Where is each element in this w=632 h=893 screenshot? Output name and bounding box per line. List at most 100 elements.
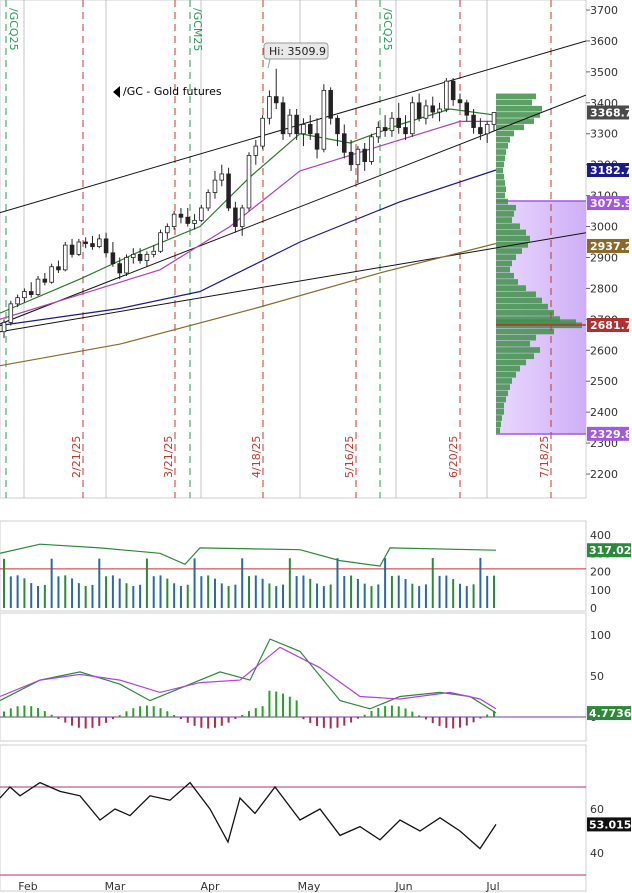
event-date-label-4: 6/20/25 bbox=[447, 436, 460, 478]
candle-body-64 bbox=[437, 108, 442, 113]
candle-47 bbox=[321, 84, 327, 153]
candle-body-25 bbox=[171, 213, 177, 227]
candle-body-8 bbox=[56, 266, 61, 271]
rsi-tick-label-60: 60 bbox=[590, 803, 604, 816]
volume-profile-bar-21 bbox=[496, 223, 520, 230]
volume-profile-bar-26 bbox=[496, 254, 516, 261]
candle-body-59 bbox=[403, 127, 408, 135]
candle-67 bbox=[457, 93, 463, 109]
candle-33 bbox=[226, 167, 231, 212]
rsi-last-tag-label: 53.0154 bbox=[589, 818, 632, 831]
volume-profile-bar-1 bbox=[496, 99, 532, 106]
candle-10 bbox=[69, 238, 75, 258]
candle-body-4 bbox=[28, 291, 34, 295]
price-tick-label-2600: 2600 bbox=[590, 344, 618, 357]
candle-body-23 bbox=[158, 232, 163, 252]
price-tick-label-3000: 3000 bbox=[590, 221, 618, 234]
candle-13 bbox=[90, 235, 95, 250]
price-tag-label-1: 3182.7 bbox=[590, 164, 632, 177]
candle-55 bbox=[376, 121, 381, 144]
candle-25 bbox=[171, 211, 177, 230]
candle-26 bbox=[178, 207, 184, 224]
candle-body-65 bbox=[444, 80, 449, 110]
volume-profile-bar-39 bbox=[496, 328, 554, 335]
price-tag-4: 2681.7 bbox=[587, 317, 632, 332]
volume-profile-bar-44 bbox=[496, 359, 526, 366]
volume-profile-bar-3 bbox=[496, 112, 540, 118]
candle-44 bbox=[301, 118, 306, 147]
long-support-line bbox=[0, 232, 586, 333]
volume-profile-bar-0 bbox=[496, 93, 536, 100]
rsi-tick-label-40: 40 bbox=[590, 847, 604, 860]
volume-profile-bar-17 bbox=[496, 198, 508, 205]
high-annotation: Hi: 3509.9 bbox=[263, 42, 329, 69]
volume-profile-bar-36 bbox=[496, 316, 560, 322]
volume-profile-bar-40 bbox=[496, 334, 536, 341]
price-tick-label-2800: 2800 bbox=[590, 282, 618, 295]
candle-63 bbox=[430, 96, 436, 119]
contract-roll-label-2: /GCQ25 bbox=[381, 8, 394, 51]
candle-body-71 bbox=[484, 124, 490, 135]
volume-profile-bar-20 bbox=[496, 217, 512, 223]
candle-body-69 bbox=[471, 114, 476, 128]
candle-18 bbox=[124, 254, 129, 277]
candle-body-35 bbox=[239, 207, 245, 227]
candle-body-6 bbox=[42, 278, 48, 283]
rsi-line bbox=[0, 781, 497, 850]
volume-profile-bar-12 bbox=[496, 167, 503, 174]
candle-53 bbox=[362, 143, 367, 171]
volume-profile-bar-4 bbox=[496, 118, 534, 124]
volume-profile-bar-28 bbox=[496, 266, 510, 273]
volume-profile-bar-51 bbox=[496, 402, 504, 409]
price-tick-label-3500: 3500 bbox=[590, 66, 618, 79]
candle-body-32 bbox=[219, 173, 225, 181]
candle-body-13 bbox=[90, 243, 95, 248]
volume-profile-bar-48 bbox=[496, 384, 510, 390]
candle-body-39 bbox=[267, 96, 272, 119]
volume-profile-bar-37 bbox=[496, 319, 576, 326]
candle-body-67 bbox=[457, 99, 463, 104]
month-label-may: May bbox=[298, 880, 321, 893]
candle-7 bbox=[49, 263, 54, 284]
oscillator-slow-line bbox=[0, 646, 497, 710]
volume-profile-bar-50 bbox=[496, 396, 506, 403]
candle-72 bbox=[491, 112, 497, 131]
candle-66 bbox=[450, 78, 456, 106]
oscillator-tick-label-50: 50 bbox=[590, 670, 604, 683]
candle-40 bbox=[273, 68, 279, 109]
price-tick-label-2500: 2500 bbox=[590, 375, 618, 388]
price-tag-label-0: 3368.7 bbox=[590, 106, 632, 119]
price-tick-label-2900: 2900 bbox=[590, 251, 618, 264]
candle-64 bbox=[437, 102, 442, 122]
volume-profile-bar-30 bbox=[496, 279, 518, 285]
candle-body-36 bbox=[246, 154, 252, 209]
candle-body-30 bbox=[205, 192, 211, 209]
price-tag-label-4: 2681.7 bbox=[590, 319, 632, 332]
event-date-label-0: 2/21/25 bbox=[70, 436, 83, 478]
candle-32 bbox=[219, 164, 225, 187]
price-tag-box-2 bbox=[587, 196, 629, 211]
candle-body-31 bbox=[212, 179, 218, 193]
candle-body-10 bbox=[69, 244, 75, 255]
volume-profile-bar-9 bbox=[496, 149, 506, 155]
candle-body-40 bbox=[273, 96, 279, 104]
price-tag-label-2: 3075.9 bbox=[590, 197, 632, 210]
candle-51 bbox=[348, 139, 354, 171]
volume-profile-bar-11 bbox=[496, 161, 504, 168]
candle-52 bbox=[355, 146, 361, 184]
candle-body-24 bbox=[165, 226, 170, 234]
candle-body-54 bbox=[369, 136, 374, 162]
price-tag-3: 2937.2 bbox=[587, 238, 632, 253]
candle-body-57 bbox=[389, 117, 395, 132]
price-tag-box-1 bbox=[587, 163, 629, 178]
volume-tick-label-200: 200 bbox=[590, 566, 611, 579]
candle-65 bbox=[444, 78, 449, 113]
candle-11 bbox=[76, 238, 82, 256]
candle-body-28 bbox=[192, 219, 197, 224]
candle-0 bbox=[1, 319, 7, 338]
candle-body-37 bbox=[253, 145, 259, 156]
candle-body-12 bbox=[83, 241, 88, 244]
candle-body-1 bbox=[8, 303, 14, 323]
high-annotation-box bbox=[263, 42, 329, 60]
candle-body-5 bbox=[35, 278, 41, 295]
